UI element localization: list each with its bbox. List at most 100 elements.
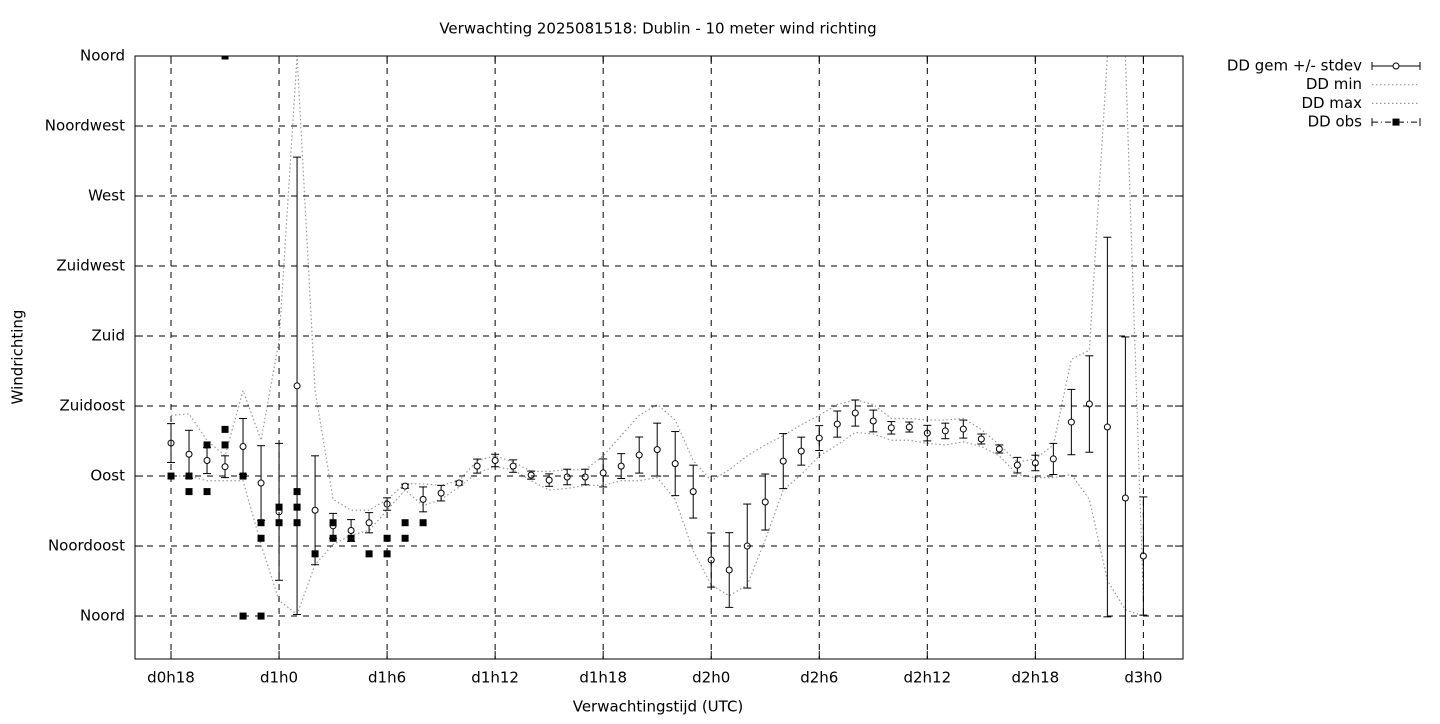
error-bar xyxy=(203,446,212,475)
error-bar xyxy=(545,473,554,487)
mean-point xyxy=(1067,418,1075,426)
obs-point xyxy=(401,534,409,542)
error-bar xyxy=(293,156,302,616)
obs-point xyxy=(293,488,301,496)
y-tick-label: Zuidwest xyxy=(56,257,125,275)
mean-point xyxy=(491,456,499,464)
error-bar xyxy=(527,470,536,480)
error-bar xyxy=(869,409,878,433)
mean-point xyxy=(401,482,409,490)
error-bar xyxy=(581,468,590,486)
obs-point xyxy=(329,519,337,527)
obs-point xyxy=(221,441,229,449)
mean-point xyxy=(419,495,427,503)
x-tick-label: d2h0 xyxy=(692,669,730,687)
y-tick-label: Oost xyxy=(90,467,125,485)
error-bar xyxy=(635,436,644,474)
error-bar xyxy=(1013,456,1022,474)
y-tick-label: Zuidoost xyxy=(59,397,125,415)
mean-point xyxy=(617,462,625,470)
error-bar xyxy=(671,431,680,497)
error-bar xyxy=(1121,336,1130,659)
chart-title: Verwachting 2025081518: Dublin - 10 mete… xyxy=(439,20,876,38)
mean-point xyxy=(995,445,1003,453)
error-bar xyxy=(1067,388,1076,456)
x-tick-label: d1h18 xyxy=(579,669,627,687)
mean-point xyxy=(779,457,787,465)
mean-point xyxy=(1121,494,1129,502)
obs-point xyxy=(401,519,409,527)
legend-label: DD obs xyxy=(1308,113,1363,131)
x-tick-label: d2h6 xyxy=(800,669,838,687)
obs-point xyxy=(221,425,229,433)
error-bar xyxy=(689,464,698,519)
mean-point xyxy=(437,489,445,497)
mean-point xyxy=(221,463,229,471)
y-tick-label: Noordoost xyxy=(48,537,125,555)
mean-point xyxy=(509,462,517,470)
error-bar xyxy=(815,425,824,452)
error-bar xyxy=(941,422,950,440)
obs-point xyxy=(203,441,211,449)
mean-point xyxy=(365,519,373,527)
error-bar xyxy=(365,512,374,534)
obs-point xyxy=(311,550,319,558)
error-bar xyxy=(959,419,968,439)
mean-point xyxy=(257,479,265,487)
mean-point xyxy=(1085,400,1093,408)
mean-point xyxy=(851,409,859,417)
y-tick-label: West xyxy=(88,187,125,205)
mean-point xyxy=(1103,423,1111,431)
mean-point xyxy=(977,435,985,443)
mean-point xyxy=(1013,461,1021,469)
error-bar xyxy=(653,422,662,477)
x-axis-label: Verwachtingstijd (UTC) xyxy=(573,698,744,716)
obs-point xyxy=(257,534,265,542)
y-tick-label: Zuid xyxy=(92,327,125,345)
obs-point xyxy=(365,550,373,558)
error-bar xyxy=(275,442,284,581)
x-tick-label: d1h0 xyxy=(260,669,298,687)
error-bar xyxy=(437,484,446,502)
mean-point xyxy=(653,446,661,454)
error-bar xyxy=(833,410,842,438)
mean-point xyxy=(725,566,733,574)
error-bar xyxy=(1103,236,1112,618)
y-axis-label: Windrichting xyxy=(9,310,27,405)
mean-point xyxy=(671,460,679,468)
mean-point xyxy=(239,442,247,450)
obs-point xyxy=(275,519,283,527)
mean-point xyxy=(869,417,877,425)
error-bar xyxy=(401,482,410,490)
x-tick-label: d1h12 xyxy=(471,669,519,687)
mean-point xyxy=(347,526,355,534)
mean-point xyxy=(581,473,589,481)
mean-point xyxy=(563,473,571,481)
error-bar xyxy=(221,455,230,479)
obs-point xyxy=(185,488,193,496)
mean-point xyxy=(887,424,895,432)
legend-label: DD max xyxy=(1301,94,1362,112)
error-bar xyxy=(1085,355,1094,453)
y-tick-label: Noord xyxy=(80,607,125,625)
legend-label: DD gem +/- stdev xyxy=(1227,57,1362,75)
error-bar xyxy=(617,453,626,480)
mean-point xyxy=(455,479,463,487)
mean-point xyxy=(293,382,301,390)
error-bar xyxy=(797,436,806,466)
error-bar xyxy=(185,429,194,479)
obs-point xyxy=(293,503,301,511)
mean-point xyxy=(599,469,607,477)
error-bar xyxy=(1049,442,1058,475)
obs-point xyxy=(293,519,301,527)
mean-point xyxy=(959,425,967,433)
error-bar xyxy=(473,458,482,474)
obs-point xyxy=(275,503,283,511)
mean-point xyxy=(635,451,643,459)
error-bar xyxy=(509,459,518,473)
error-bar xyxy=(995,444,1004,454)
error-bar xyxy=(725,532,734,608)
error-bar xyxy=(599,458,608,488)
error-bar xyxy=(257,445,266,521)
error-bar xyxy=(905,421,914,433)
